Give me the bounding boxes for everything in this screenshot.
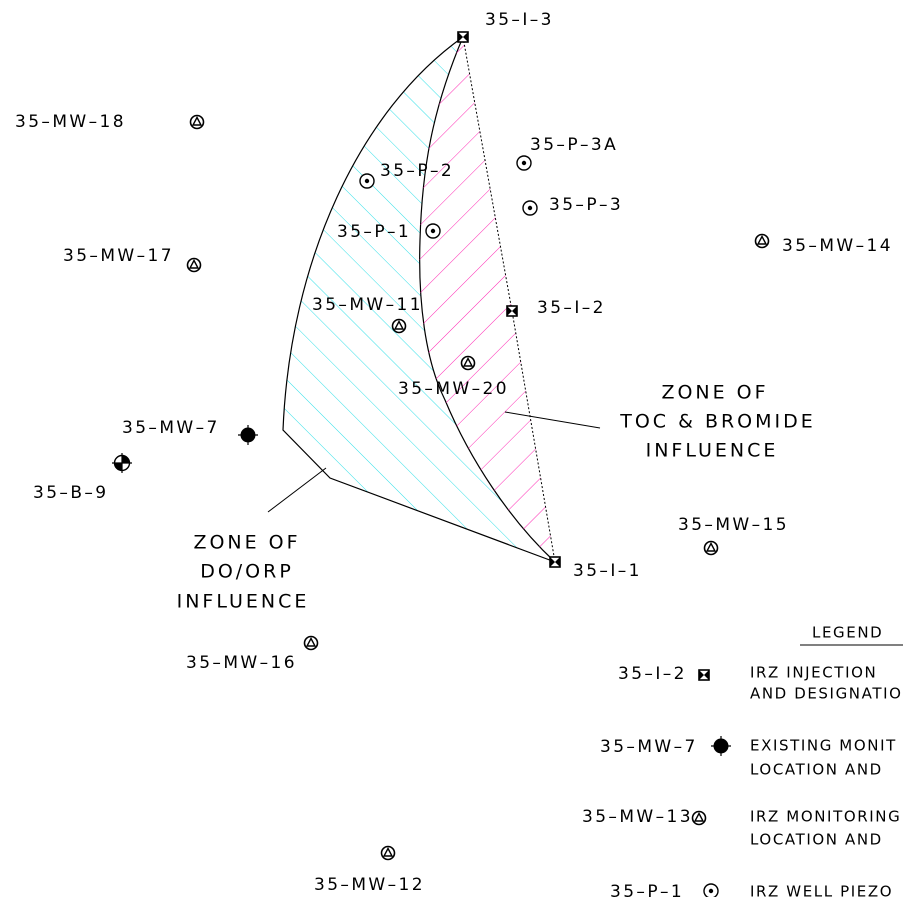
monitoring-well — [189, 114, 205, 130]
legend-symbol — [710, 735, 732, 757]
piezometer — [425, 223, 441, 239]
well-label: 35–I–1 — [573, 561, 642, 581]
monitoring-well — [754, 233, 770, 249]
legend-label: 35–P–1 — [610, 882, 684, 897]
legend-text: EXISTING MONIT — [750, 737, 897, 755]
well-label: 35–P–3 — [549, 195, 623, 215]
legend-symbol — [698, 669, 710, 681]
legend-text: LOCATION AND — [750, 831, 883, 849]
leader-line — [267, 467, 327, 513]
legend-text: AND DESIGNATIO — [750, 685, 903, 703]
monitoring-well — [186, 257, 202, 273]
monitoring-well — [391, 318, 407, 334]
well-label: 35–MW–14 — [782, 236, 893, 256]
zone-label: ZONE OF — [661, 382, 768, 404]
legend-symbol — [691, 810, 707, 826]
well-label: 35–MW–16 — [186, 653, 297, 673]
well-label: 35–MW–17 — [63, 246, 174, 266]
well-label: 35–MW–11 — [312, 295, 423, 315]
legend-label: 35–I–2 — [618, 664, 687, 684]
injection-well — [457, 31, 469, 43]
legend-title: LEGEND — [812, 624, 883, 642]
zone-label: INFLUENCE — [646, 440, 779, 462]
legend-label: 35–MW–13 — [582, 807, 693, 827]
well-label: 35–P–3A — [530, 135, 618, 155]
toc-bromide-zone — [419, 37, 555, 562]
well-label: 35–MW–20 — [398, 379, 509, 399]
legend-text: IRZ INJECTION — [750, 664, 877, 682]
zone-boundary — [462, 36, 556, 563]
well-label: 35–I–3 — [485, 10, 554, 30]
legend-text: IRZ WELL PIEZO — [750, 883, 893, 897]
legend-symbol — [703, 883, 719, 897]
well-label: 35–I–2 — [537, 298, 606, 318]
piezometer — [522, 200, 538, 216]
monitoring-well — [380, 845, 396, 861]
monitoring-well — [460, 355, 476, 371]
monitoring-well — [703, 540, 719, 556]
existing-well — [237, 424, 259, 446]
injection-well — [549, 556, 561, 568]
boring — [111, 452, 133, 474]
legend-text: LOCATION AND — [750, 761, 883, 779]
well-label: 35–MW–15 — [678, 515, 789, 535]
zone-label: INFLUENCE — [177, 591, 310, 613]
zone-label: TOC & BROMIDE — [619, 411, 816, 433]
legend-text: IRZ MONITORING — [750, 808, 901, 826]
injection-well — [506, 305, 518, 317]
piezometer — [359, 173, 375, 189]
well-label: 35–MW–12 — [314, 875, 425, 895]
well-label: 35–P–2 — [380, 161, 454, 181]
well-label: 35–P–1 — [337, 222, 411, 242]
zone-label: DO/ORP — [200, 561, 294, 583]
legend-label: 35–MW–7 — [600, 737, 698, 757]
piezometer — [516, 155, 532, 171]
zone-label: ZONE OF — [193, 532, 300, 554]
well-label: 35–B–9 — [33, 483, 109, 503]
well-label: 35–MW–18 — [15, 112, 126, 132]
leader-line — [504, 411, 601, 429]
monitoring-well — [303, 635, 319, 651]
well-label: 35–MW–7 — [122, 418, 220, 438]
